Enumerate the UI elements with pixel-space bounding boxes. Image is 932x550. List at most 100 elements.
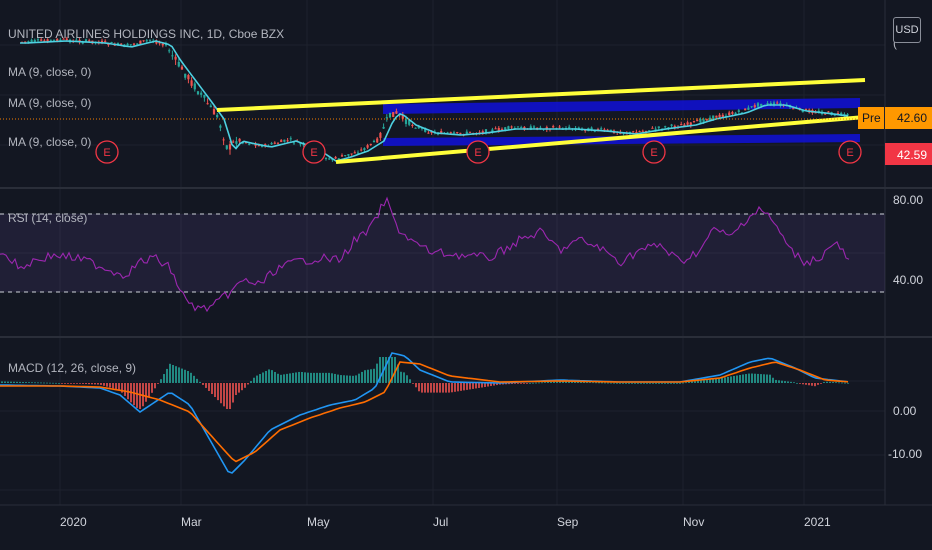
candle-body: [750, 106, 753, 108]
macd-histogram-bar: [370, 369, 372, 383]
macd-histogram-bar: [622, 383, 624, 384]
candle-body: [625, 133, 628, 135]
macd-histogram-bar: [160, 379, 162, 383]
macd-histogram-bar: [427, 383, 429, 393]
macd-histogram-bar: [430, 383, 432, 393]
last-price-value: 42.59: [897, 148, 927, 162]
macd-histogram-bar: [124, 383, 126, 396]
macd-histogram-bar: [100, 383, 102, 385]
macd-histogram-bar: [46, 382, 48, 384]
blue-trend-channel[interactable]: [383, 98, 860, 146]
macd-histogram-bar: [331, 373, 333, 383]
rsi-pane[interactable]: 80.00 40.00: [0, 193, 923, 313]
earnings-marker-circle: [642, 140, 666, 164]
macd-histogram-bar: [280, 374, 282, 383]
rsi-indicator-label[interactable]: RSI (14, close): [8, 211, 88, 225]
candle-body: [353, 152, 356, 154]
candle-body: [56, 39, 59, 42]
candle-body: [289, 138, 292, 140]
macd-histogram-bar: [385, 357, 387, 383]
candle-body: [740, 112, 744, 114]
ma-indicator-label-2[interactable]: MA (9, close, 0): [8, 96, 92, 110]
earnings-marker[interactable]: E: [838, 140, 862, 164]
macd-histogram-bar: [634, 383, 636, 384]
candle-body: [216, 114, 219, 118]
macd-histogram-bar: [748, 373, 750, 383]
candle-body: [468, 131, 472, 133]
ma-indicator-label-3[interactable]: MA (9, close, 0): [8, 135, 92, 149]
macd-histogram-bar: [781, 380, 783, 383]
earnings-marker-circle: [466, 140, 490, 164]
candle-body: [609, 129, 612, 132]
yellow-trend-channel[interactable]: [216, 78, 866, 164]
candle-body: [360, 149, 363, 151]
candle-body: [270, 143, 273, 145]
macd-histogram-bar: [73, 383, 75, 384]
macd-histogram-bar: [103, 383, 105, 386]
symbol-title[interactable]: UNITED AIRLINES HOLDINGS INC, 1D, Cboe B…: [8, 27, 285, 41]
candle-body: [734, 112, 737, 115]
macd-histogram-bar: [64, 383, 66, 384]
earnings-marker[interactable]: E: [642, 140, 666, 164]
macd-histogram-bar: [355, 375, 357, 383]
candle-body: [190, 80, 193, 86]
candle-body: [593, 130, 596, 132]
macd-histogram-bar: [13, 381, 15, 383]
macd-histogram-bar: [178, 367, 180, 383]
macd-histogram-bar: [550, 381, 552, 383]
macd-indicator-label[interactable]: MACD (12, 26, close, 9): [8, 361, 137, 375]
currency-button[interactable]: USD: [893, 17, 921, 43]
macd-histogram-bar: [646, 383, 648, 384]
candle-body: [126, 43, 129, 46]
macd-histogram-bar: [565, 381, 567, 383]
candle-body: [219, 125, 222, 128]
macd-histogram-bar: [766, 374, 768, 383]
macd-histogram-bar: [118, 383, 120, 391]
macd-histogram-bar: [253, 377, 255, 383]
candle-body: [766, 103, 769, 105]
macd-histogram-bar: [601, 382, 603, 384]
candle-body: [507, 126, 510, 129]
macd-histogram-bar: [424, 383, 426, 393]
macd-histogram-bar: [70, 383, 72, 384]
time-axis[interactable]: 2020 Mar May Jul Sep Nov 2021: [60, 515, 831, 529]
macd-histogram-bar: [379, 357, 381, 383]
candle-body: [408, 119, 411, 125]
macd-histogram-bar: [790, 381, 792, 383]
candle-body: [244, 142, 248, 144]
candle-body: [500, 128, 504, 130]
earnings-marker[interactable]: E: [466, 140, 490, 164]
earnings-marker[interactable]: E: [302, 140, 326, 164]
macd-histogram-bar: [394, 357, 396, 383]
candle-body: [747, 107, 750, 110]
ma-indicator-label-1[interactable]: MA (9, close, 0): [8, 65, 92, 79]
macd-histogram-bar: [307, 372, 309, 383]
macd-histogram-bar: [736, 375, 738, 383]
macd-histogram-bar: [547, 382, 549, 383]
macd-histogram-bar: [772, 377, 774, 383]
macd-histogram-bar: [490, 383, 492, 387]
macd-histogram-bar: [145, 383, 147, 402]
candle-body: [635, 131, 638, 134]
macd-histogram-bar: [325, 372, 327, 383]
candle-body: [715, 115, 718, 118]
candle-body: [392, 112, 395, 118]
macd-pane[interactable]: 0.00 -10.00: [0, 352, 922, 474]
macd-histogram-bar: [265, 370, 267, 383]
candle-body: [174, 56, 177, 60]
macd-histogram-bar: [625, 383, 627, 384]
macd-histogram-bar: [619, 383, 621, 384]
macd-histogram-bar: [52, 382, 54, 384]
candle-body: [827, 111, 830, 113]
macd-histogram-bar: [568, 381, 570, 383]
macd-histogram-bar: [724, 377, 726, 383]
candle-body: [184, 73, 187, 78]
earnings-marker[interactable]: E: [95, 140, 119, 164]
candle-body: [177, 61, 180, 67]
candle-body: [164, 43, 168, 46]
candle-body: [145, 40, 148, 42]
macd-histogram-bar: [676, 383, 678, 384]
